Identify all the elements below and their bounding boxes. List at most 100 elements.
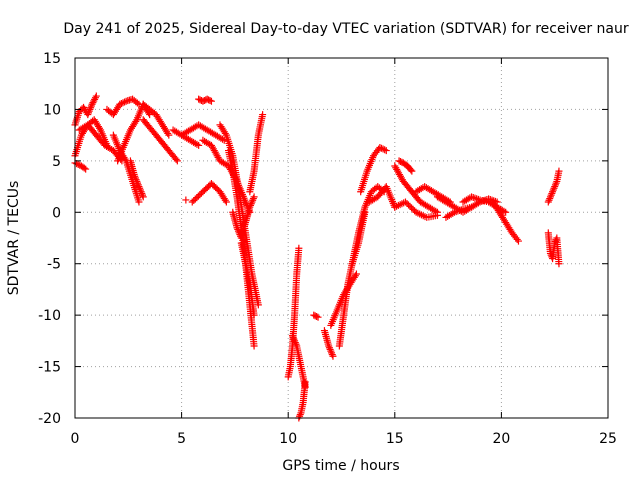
data-point	[221, 196, 229, 204]
data-point	[250, 311, 258, 319]
data-point	[544, 198, 552, 206]
data-point	[452, 208, 460, 216]
chart-title: Day 241 of 2025, Sidereal Day-to-day VTE…	[63, 21, 629, 37]
data-point	[221, 129, 229, 137]
data-point	[329, 352, 337, 360]
data-point	[352, 270, 360, 278]
data-point	[290, 335, 298, 343]
data-point	[406, 202, 414, 210]
series-arc-z	[320, 327, 337, 360]
data-point	[457, 206, 465, 214]
data-point	[131, 174, 139, 182]
series-arc-ak	[442, 195, 501, 221]
series-arc-am	[489, 198, 522, 245]
data-point	[82, 165, 90, 173]
data-point	[137, 188, 145, 196]
data-point	[233, 224, 241, 232]
data-point	[86, 105, 94, 113]
y-axis-label: SDTVAR / TECUs	[6, 181, 22, 296]
data-point	[456, 206, 464, 214]
data-point	[454, 207, 462, 215]
data-point	[182, 196, 190, 204]
data-point	[381, 146, 389, 154]
data-point	[313, 313, 321, 321]
data-point	[85, 109, 93, 117]
data-point	[292, 340, 300, 348]
data-point	[164, 129, 172, 137]
x-tick-label: 15	[386, 431, 404, 447]
data-point	[133, 177, 141, 185]
data-point	[547, 191, 555, 199]
series-arc-l	[195, 95, 215, 105]
data-point	[190, 197, 198, 205]
series-arc-h	[126, 157, 147, 201]
data-point	[246, 203, 254, 211]
data-point	[401, 198, 409, 206]
series-arc-u	[237, 239, 258, 319]
data-point	[409, 205, 417, 213]
data-point	[222, 198, 230, 206]
data-point	[325, 342, 333, 350]
data-point	[549, 186, 557, 194]
data-point	[291, 337, 299, 345]
data-point	[139, 191, 147, 199]
data-point	[247, 200, 255, 208]
data-point	[172, 155, 180, 163]
data-point	[449, 209, 457, 217]
data-point	[546, 193, 554, 201]
data-point	[119, 99, 127, 107]
x-tick-label: 10	[279, 431, 297, 447]
x-tick-label: 25	[599, 431, 617, 447]
series-arc-t	[246, 111, 267, 196]
data-point	[408, 167, 416, 175]
y-tick-label: 0	[52, 205, 61, 221]
data-point	[468, 193, 476, 201]
data-point	[249, 195, 257, 203]
y-tick-label: 5	[52, 154, 61, 170]
data-point	[196, 191, 204, 199]
series-arc-p	[182, 196, 190, 204]
data-point	[473, 195, 481, 203]
data-point	[555, 260, 563, 268]
data-point	[405, 201, 413, 209]
series-arc-ae	[365, 183, 399, 211]
data-point	[138, 189, 146, 197]
data-point	[500, 207, 508, 215]
data-point	[377, 144, 385, 152]
data-point	[136, 184, 144, 192]
series-arc-ah	[391, 198, 441, 221]
series-arc-e	[103, 95, 143, 119]
data-point	[552, 179, 560, 187]
y-tick-label: 10	[43, 102, 61, 118]
data-point	[326, 345, 334, 353]
data-point	[551, 183, 559, 191]
data-point	[91, 94, 99, 102]
data-point	[471, 194, 479, 202]
data-point	[117, 100, 125, 108]
x-tick-label: 20	[492, 431, 510, 447]
data-point	[194, 192, 202, 200]
data-point	[173, 157, 181, 165]
data-point	[193, 140, 201, 148]
data-point	[191, 195, 199, 203]
data-point	[549, 188, 557, 196]
data-point	[327, 347, 335, 355]
data-point	[548, 189, 556, 197]
data-point	[259, 111, 267, 119]
data-point	[325, 344, 333, 352]
data-point	[403, 199, 411, 207]
data-point	[165, 131, 173, 139]
data-point	[134, 181, 142, 189]
data-point	[87, 102, 95, 110]
x-tick-label: 5	[177, 431, 186, 447]
data-point	[545, 196, 553, 204]
data-point	[328, 351, 336, 359]
series-arc-s	[229, 193, 258, 242]
series-arc-ad	[357, 143, 390, 196]
series-arc-y	[310, 311, 322, 321]
data-point	[250, 342, 258, 350]
data-point	[234, 225, 242, 233]
data-point	[382, 147, 390, 155]
data-point	[328, 349, 336, 357]
